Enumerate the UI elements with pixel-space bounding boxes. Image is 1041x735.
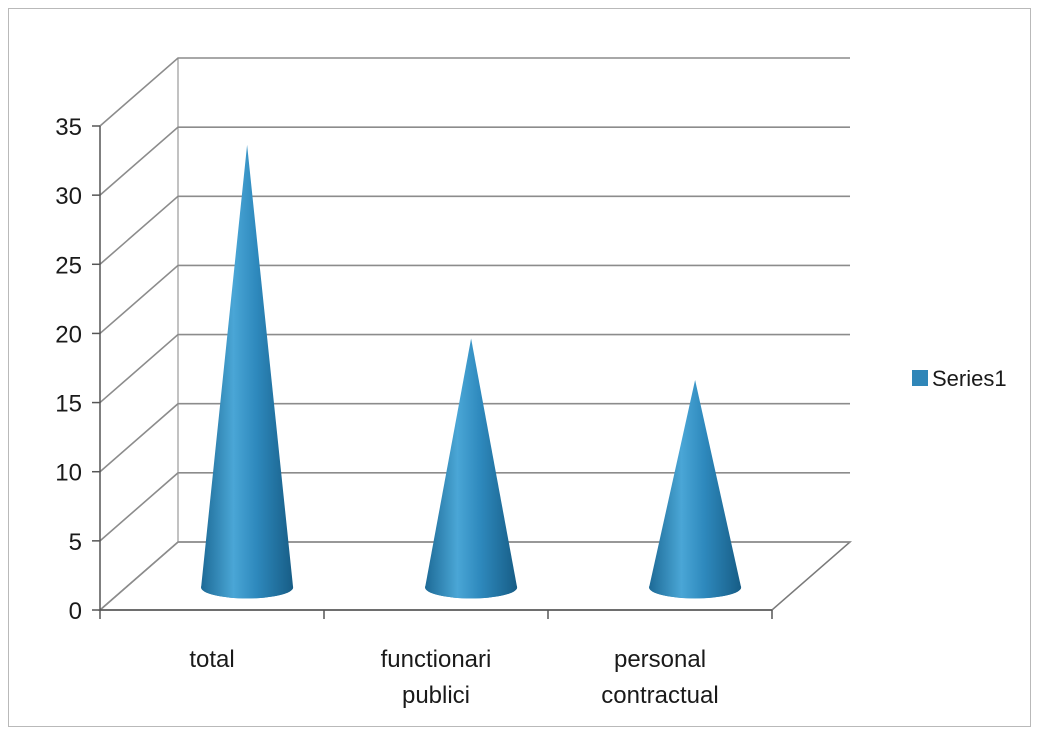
y-tick-label: 0 <box>69 598 82 625</box>
cone-marks <box>201 145 741 599</box>
y-tick-label: 25 <box>55 252 82 279</box>
gridline <box>100 265 850 333</box>
cone-1 <box>425 338 517 598</box>
y-tick-labels: 0 5 10 15 20 25 30 35 <box>55 114 82 625</box>
cone-2 <box>649 380 741 598</box>
y-tick-label: 30 <box>55 183 82 210</box>
legend: Series1 <box>912 366 1007 391</box>
x-category-label: personal contractual <box>601 646 718 709</box>
legend-swatch <box>912 370 928 386</box>
x-category-labels: total functionari publici personal contractu… <box>189 646 718 709</box>
y-tick-label: 10 <box>55 460 82 487</box>
cone-body <box>425 338 517 598</box>
y-tick-label: 15 <box>55 391 82 418</box>
legend-label: Series1 <box>932 366 1007 391</box>
y-tick-label: 20 <box>55 321 82 348</box>
y-tick-label: 35 <box>55 114 82 141</box>
x-category-label: functionari publici <box>381 646 492 709</box>
x-category-label: total <box>189 646 234 673</box>
gridline <box>100 196 850 264</box>
cone-body <box>649 380 741 598</box>
gridline <box>100 127 850 195</box>
y-tick-label: 5 <box>69 529 82 556</box>
gridline <box>100 58 850 126</box>
cone-0 <box>201 145 293 599</box>
cone-body <box>201 145 293 599</box>
